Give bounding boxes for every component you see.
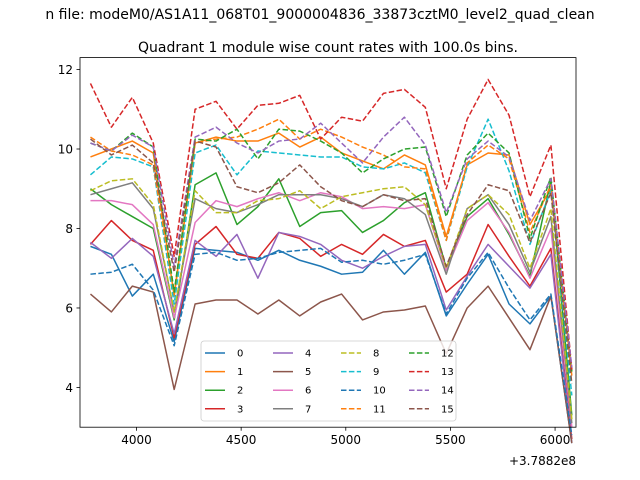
series-line-10 [90, 247, 573, 436]
series-line-5 [89, 285, 573, 444]
legend-label-14: 14 [441, 386, 454, 397]
series-line-0 [90, 245, 573, 444]
legend-label-8: 8 [373, 349, 379, 360]
series-line-12 [90, 128, 573, 372]
x-tick-label: 6000 [540, 433, 571, 447]
legend-label-4: 4 [305, 349, 311, 360]
legend-label-3: 3 [237, 404, 243, 415]
legend-label-1: 1 [237, 367, 243, 378]
x-axis: 4000 4500 5000 5500 6000 [121, 427, 570, 447]
plot-series [89, 78, 573, 444]
legend-label-7: 7 [305, 404, 311, 415]
x-tick-label: 5500 [435, 433, 466, 447]
y-tick-label: 10 [58, 142, 73, 156]
x-tick-label: 4000 [121, 433, 152, 447]
legend-label-2: 2 [237, 386, 243, 397]
y-tick-label: 6 [65, 301, 73, 315]
legend-label-15: 15 [441, 404, 454, 415]
series-line-15 [90, 138, 573, 384]
y-tick-label: 8 [65, 222, 73, 236]
legend-label-11: 11 [373, 404, 386, 415]
chart-title: Quadrant 1 module wise count rates with … [138, 40, 518, 56]
series-line-9 [89, 118, 573, 396]
y-tick-label: 12 [58, 63, 73, 77]
chart-suptitle: n file: modeM0/AS1A11_068T01_9000004836_… [45, 7, 594, 23]
x-tick-label: 5000 [331, 433, 362, 447]
series-line-14 [90, 116, 573, 368]
legend-label-9: 9 [373, 367, 379, 378]
x-tick-label: 4500 [226, 433, 257, 447]
series-line-13 [89, 78, 573, 370]
legend-label-0: 0 [237, 349, 243, 360]
y-axis: 4 6 8 10 12 [58, 63, 80, 395]
legend-label-10: 10 [373, 386, 386, 397]
series-line-6 [90, 191, 573, 428]
x-offset-label: +3.7882e8 [509, 454, 576, 468]
series-line-4 [90, 231, 573, 444]
legend-label-6: 6 [305, 386, 311, 397]
y-tick-label: 4 [65, 381, 73, 395]
legend-label-5: 5 [305, 367, 311, 378]
legend-box [200, 340, 457, 422]
plot-frame [79, 57, 577, 428]
legend-label-13: 13 [441, 367, 454, 378]
series-line-8 [90, 178, 573, 420]
legend-label-12: 12 [441, 349, 454, 360]
